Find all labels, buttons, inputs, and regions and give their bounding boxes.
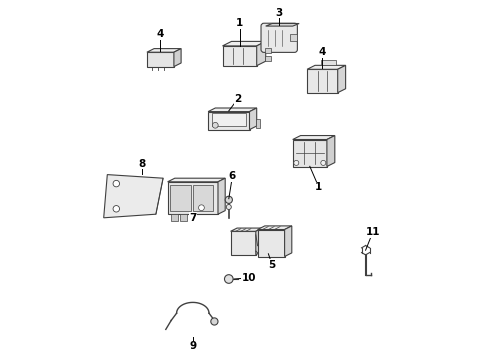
Text: 7: 7 (189, 213, 196, 223)
Polygon shape (104, 175, 163, 218)
Bar (147, 52, 174, 67)
Text: 11: 11 (366, 227, 380, 237)
Bar (266, 55, 271, 61)
Polygon shape (249, 108, 257, 130)
Circle shape (113, 206, 120, 212)
Bar (171, 214, 178, 221)
Text: 6: 6 (229, 171, 236, 181)
Polygon shape (293, 136, 335, 140)
Text: 1: 1 (236, 18, 243, 28)
Text: 1: 1 (315, 182, 322, 192)
Bar (208, 112, 249, 130)
Circle shape (226, 204, 231, 210)
Text: 8: 8 (139, 159, 146, 169)
Bar (231, 231, 256, 255)
Circle shape (113, 180, 120, 187)
Polygon shape (285, 226, 292, 256)
Text: 4: 4 (157, 29, 164, 39)
Bar (321, 60, 337, 65)
Circle shape (224, 275, 233, 283)
Polygon shape (168, 178, 225, 182)
Text: 3: 3 (275, 8, 283, 18)
Bar (290, 34, 296, 41)
Bar (266, 48, 271, 53)
Circle shape (225, 196, 232, 203)
Bar (180, 214, 187, 221)
Polygon shape (327, 136, 335, 166)
Bar (256, 119, 260, 128)
Bar (258, 230, 285, 256)
Circle shape (294, 161, 299, 166)
Polygon shape (231, 228, 262, 231)
Polygon shape (266, 23, 299, 26)
Polygon shape (218, 178, 225, 214)
Polygon shape (174, 49, 181, 67)
Circle shape (198, 205, 204, 211)
Circle shape (213, 122, 218, 128)
Text: 5: 5 (269, 260, 275, 270)
Bar (171, 185, 191, 211)
FancyBboxPatch shape (261, 23, 297, 52)
Text: 9: 9 (189, 341, 196, 351)
Circle shape (321, 161, 326, 166)
Polygon shape (307, 65, 345, 69)
Text: 4: 4 (318, 47, 326, 57)
Bar (193, 185, 213, 211)
Polygon shape (147, 49, 181, 52)
Polygon shape (256, 228, 262, 255)
Bar (222, 46, 257, 66)
Circle shape (211, 318, 218, 325)
Polygon shape (257, 41, 266, 66)
Bar (212, 113, 246, 126)
Text: 2: 2 (234, 94, 242, 104)
Polygon shape (222, 41, 266, 46)
Polygon shape (258, 226, 292, 230)
Polygon shape (338, 65, 345, 93)
Text: 10: 10 (242, 273, 256, 283)
Bar (168, 182, 218, 214)
Bar (293, 139, 327, 166)
Bar (307, 69, 338, 93)
Polygon shape (208, 108, 257, 112)
